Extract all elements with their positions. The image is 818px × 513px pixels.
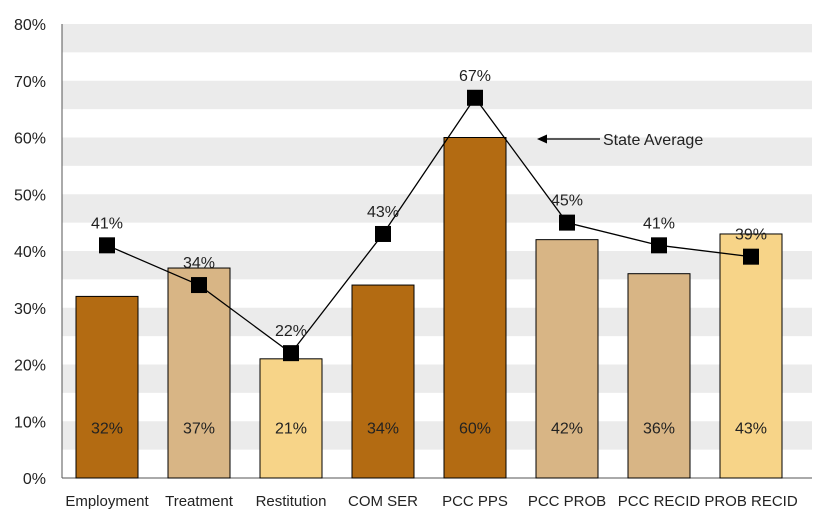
y-axis-ticks: 0% 10% 20% 30% 40% 50% 60% 70% 80% bbox=[14, 17, 46, 488]
y-tick-label: 30% bbox=[14, 301, 46, 318]
bar bbox=[259, 358, 323, 479]
x-tick-label: PCC PROB bbox=[528, 493, 606, 510]
bar bbox=[627, 273, 691, 479]
bar-value-label: 36% bbox=[643, 421, 675, 438]
bar-series bbox=[75, 137, 783, 479]
bar bbox=[167, 267, 231, 479]
bar bbox=[351, 284, 415, 479]
state-average-marker bbox=[375, 225, 391, 242]
state-average-value-label: 67% bbox=[459, 68, 491, 85]
y-tick-label: 20% bbox=[14, 358, 46, 375]
x-tick-label: Employment bbox=[65, 493, 149, 510]
state-average-marker bbox=[651, 237, 667, 254]
x-tick-label: PCC RECID bbox=[618, 493, 701, 510]
state-average-marker bbox=[467, 89, 483, 106]
background-band bbox=[62, 80, 812, 110]
x-tick-label: Restitution bbox=[256, 493, 327, 510]
y-tick-label: 50% bbox=[14, 187, 46, 204]
y-tick-label: 70% bbox=[14, 74, 46, 91]
x-tick-label: PCC PPS bbox=[442, 493, 508, 510]
state-average-value-label: 39% bbox=[735, 227, 767, 244]
bar bbox=[443, 137, 507, 479]
x-tick-label: COM SER bbox=[348, 493, 418, 510]
state-average-marker bbox=[559, 214, 575, 231]
state-average-marker bbox=[191, 277, 207, 294]
state-average-annotation: State Average bbox=[537, 132, 703, 149]
bar-value-label: 42% bbox=[551, 421, 583, 438]
state-average-line bbox=[106, 96, 752, 355]
state-average-series bbox=[99, 89, 759, 362]
bar bbox=[719, 233, 783, 479]
y-tick-label: 80% bbox=[14, 17, 46, 34]
bar bbox=[535, 239, 599, 479]
state-average-marker bbox=[283, 345, 299, 362]
bar bbox=[75, 295, 139, 479]
state-average-value-label: 41% bbox=[91, 215, 123, 232]
y-tick-label: 0% bbox=[23, 471, 46, 488]
state-average-value-label: 43% bbox=[367, 204, 399, 221]
bar-value-labels: 32% 37% 21% 34% 60% 42% 36% 43% bbox=[91, 421, 767, 438]
bar-value-label: 60% bbox=[459, 421, 491, 438]
state-average-marker bbox=[99, 237, 115, 254]
state-average-value-label: 34% bbox=[183, 255, 215, 272]
bar-value-label: 21% bbox=[275, 421, 307, 438]
state-average-value-label: 45% bbox=[551, 193, 583, 210]
y-tick-label: 40% bbox=[14, 244, 46, 261]
bar-value-label: 43% bbox=[735, 421, 767, 438]
y-tick-label: 10% bbox=[14, 414, 46, 431]
bar-value-label: 37% bbox=[183, 421, 215, 438]
state-average-marker bbox=[743, 248, 759, 265]
y-tick-label: 60% bbox=[14, 131, 46, 148]
background-band bbox=[62, 137, 812, 166]
background-band bbox=[62, 194, 812, 223]
bar-value-label: 32% bbox=[91, 421, 123, 438]
state-average-value-label: 41% bbox=[643, 215, 675, 232]
background-band bbox=[62, 24, 812, 53]
state-average-labels: 41% 34% 22% 43% 67% 45% 41% 39% bbox=[91, 68, 767, 340]
state-average-value-label: 22% bbox=[275, 323, 307, 340]
x-tick-label: Treatment bbox=[165, 493, 234, 510]
x-tick-label: PROB RECID bbox=[704, 493, 798, 510]
x-axis-labels: Employment Treatment Restitution COM SER PCC… bbox=[65, 493, 798, 510]
bar-value-label: 34% bbox=[367, 421, 399, 438]
annotation-arrow-head bbox=[537, 134, 547, 144]
annotation-label: State Average bbox=[603, 132, 703, 149]
